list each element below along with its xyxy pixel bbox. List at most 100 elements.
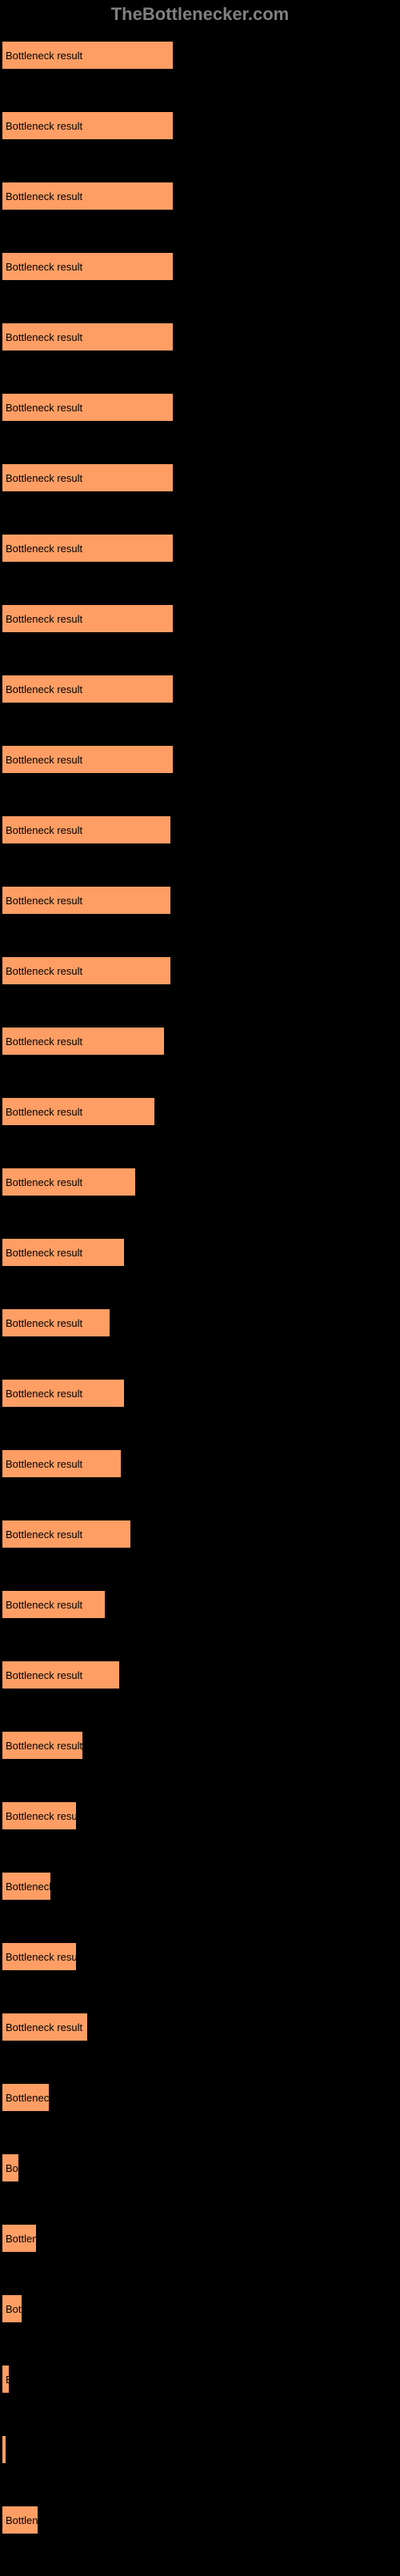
bar: Bottleneck result xyxy=(2,2153,19,2182)
bar: Bottleneck result xyxy=(2,2224,37,2253)
bar: Bottleneck result xyxy=(2,675,174,703)
bar-label: Bottleneck result xyxy=(6,965,82,977)
site-header: TheBottlenecker.com xyxy=(0,4,400,25)
bar-row: Bottleneck result xyxy=(2,2365,400,2394)
bar-label: Bottleneck result xyxy=(6,402,82,414)
bar: Bottleneck result xyxy=(2,41,174,70)
bar-row: Bottleneck result xyxy=(2,393,400,422)
bar: Bottleneck result xyxy=(2,2294,22,2323)
bar-label: Bottleneck result xyxy=(6,261,82,273)
bar-row: Bottleneck result xyxy=(2,252,400,281)
bar: Bottleneck result xyxy=(2,886,171,915)
bar-label: Bottleneck result xyxy=(6,1951,77,1963)
bar-row: Bottleneck result xyxy=(2,111,400,140)
bar: Bottleneck result xyxy=(2,1168,136,1196)
bar: Bottleneck result xyxy=(2,111,174,140)
bar: Bottleneck result xyxy=(2,1590,106,1619)
bar: Bottleneck result xyxy=(2,1308,110,1337)
bar-row: Bottleneck result xyxy=(2,534,400,563)
bar-row: Bottleneck result xyxy=(2,1520,400,1548)
bar-row: Bottleneck result xyxy=(2,1449,400,1478)
bar-row: Bottleneck result xyxy=(2,2435,400,2464)
bar: Bottleneck result xyxy=(2,2083,50,2112)
bar-row: Bottleneck result xyxy=(2,604,400,633)
bar-row: Bottleneck result xyxy=(2,323,400,351)
bar: Bottleneck result xyxy=(2,2013,88,2041)
bar: Bottleneck result xyxy=(2,323,174,351)
bar-label: Bottleneck result xyxy=(6,543,82,555)
bar-row: Bottleneck result xyxy=(2,41,400,70)
bar: Bottleneck result xyxy=(2,2506,38,2534)
bar-label: Bottleneck result xyxy=(6,613,82,625)
bar-row: Bottleneck result xyxy=(2,1027,400,1056)
bar-label: Bottleneck result xyxy=(6,1317,82,1329)
bar-row: Bottleneck result xyxy=(2,886,400,915)
bar: Bottleneck result xyxy=(2,2365,10,2394)
bar: Bottleneck result xyxy=(2,1238,125,1267)
bar-label: Bottleneck result xyxy=(6,1599,82,1611)
bar-label: Bottleneck result xyxy=(6,2303,22,2315)
bar-label: Bottleneck result xyxy=(6,2162,19,2174)
bar-row: Bottleneck result xyxy=(2,1661,400,1689)
bar-row: Bottleneck result xyxy=(2,1590,400,1619)
bar-label: Bottleneck result xyxy=(6,2514,38,2526)
bar-row: Bottleneck result xyxy=(2,956,400,985)
bar: Bottleneck result xyxy=(2,1942,77,1971)
bar: Bottleneck result xyxy=(2,1520,131,1548)
bar-label: Bottleneck result xyxy=(6,1106,82,1118)
bar-label: Bottleneck result xyxy=(6,1036,82,1048)
bar-label: Bottleneck result xyxy=(6,120,82,132)
bar: Bottleneck result xyxy=(2,815,171,844)
bar-row: Bottleneck result xyxy=(2,1731,400,1760)
bar: Bottleneck result xyxy=(2,463,174,492)
bar-label: Bottleneck result xyxy=(6,1740,82,1752)
bar-row: Bottleneck result xyxy=(2,745,400,774)
bar: Bottleneck result xyxy=(2,956,171,985)
bar: Bottleneck result xyxy=(2,1449,122,1478)
bar-label: Bottleneck result xyxy=(6,1881,51,1893)
bar-label: Bottleneck result xyxy=(6,2092,50,2104)
bar-row: Bottleneck result xyxy=(2,2294,400,2323)
bar-label: Bottleneck result xyxy=(6,824,82,836)
bar-row: Bottleneck result xyxy=(2,182,400,210)
bar-label: Bottleneck result xyxy=(6,895,82,907)
bar: Bottleneck result xyxy=(2,252,174,281)
bar-row: Bottleneck result xyxy=(2,2506,400,2534)
bar-label: Bottleneck result xyxy=(6,1458,82,1470)
bar: Bottleneck result xyxy=(2,534,174,563)
bar-row: Bottleneck result xyxy=(2,1379,400,1408)
bar-row: Bottleneck result xyxy=(2,1942,400,1971)
bar-row: Bottleneck result xyxy=(2,1801,400,1830)
bar: Bottleneck result xyxy=(2,1379,125,1408)
bar-label: Bottleneck result xyxy=(6,190,82,202)
bar-row: Bottleneck result xyxy=(2,2153,400,2182)
bar: Bottleneck result xyxy=(2,1661,120,1689)
bar-label: Bottleneck result xyxy=(6,50,82,62)
bar: Bottleneck result xyxy=(2,1027,165,1056)
bar: Bottleneck result xyxy=(2,2435,6,2464)
bar-label: Bottleneck result xyxy=(6,331,82,343)
bar: Bottleneck result xyxy=(2,1801,77,1830)
bar: Bottleneck result xyxy=(2,182,174,210)
bar-label: Bottleneck result xyxy=(6,754,82,766)
bar-label: Bottleneck result xyxy=(6,2374,10,2386)
bar-row: Bottleneck result xyxy=(2,1872,400,1901)
bar: Bottleneck result xyxy=(2,745,174,774)
bar-label: Bottleneck result xyxy=(6,472,82,484)
bar-chart: Bottleneck result Bottleneck result Bottle… xyxy=(0,41,400,2534)
bar-row: Bottleneck result xyxy=(2,2013,400,2041)
bar: Bottleneck result xyxy=(2,1731,83,1760)
bar: Bottleneck result xyxy=(2,1872,51,1901)
bar: Bottleneck result xyxy=(2,393,174,422)
bar-label: Bottleneck result xyxy=(6,1810,77,1822)
bar-row: Bottleneck result xyxy=(2,463,400,492)
bar-row: Bottleneck result xyxy=(2,2224,400,2253)
bar-row: Bottleneck result xyxy=(2,1168,400,1196)
bar-row: Bottleneck result xyxy=(2,1308,400,1337)
bar-label: Bottleneck result xyxy=(6,1669,82,1681)
bar-row: Bottleneck result xyxy=(2,1238,400,1267)
bar-row: Bottleneck result xyxy=(2,2083,400,2112)
bar-label: Bottleneck result xyxy=(6,1528,82,1540)
bar-label: Bottleneck result xyxy=(6,2233,37,2245)
bar-label: Bottleneck result xyxy=(6,1388,82,1400)
